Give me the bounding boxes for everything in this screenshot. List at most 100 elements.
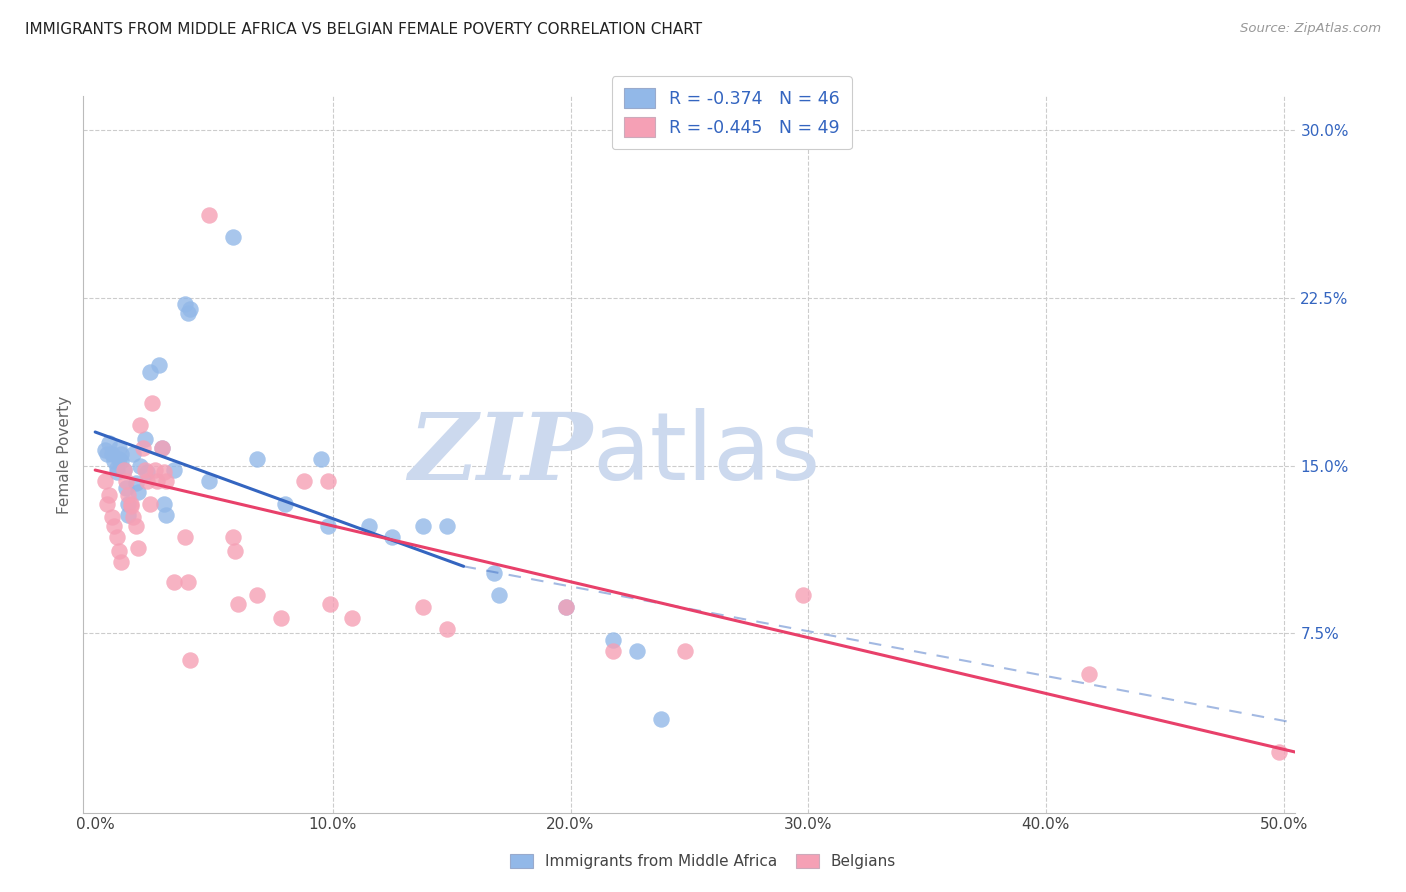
Point bbox=[136, 475, 159, 489]
Point bbox=[115, 481, 138, 495]
Point bbox=[602, 644, 624, 658]
Legend: Immigrants from Middle Africa, Belgians: Immigrants from Middle Africa, Belgians bbox=[503, 848, 903, 875]
Point bbox=[270, 611, 292, 625]
Legend: R = -0.374   N = 46, R = -0.445   N = 49: R = -0.374 N = 46, R = -0.445 N = 49 bbox=[612, 76, 852, 149]
Point bbox=[319, 598, 342, 612]
Point bbox=[162, 574, 184, 589]
Point bbox=[141, 396, 163, 410]
Point bbox=[110, 454, 132, 468]
Point bbox=[103, 454, 125, 468]
Point bbox=[222, 230, 245, 244]
Point bbox=[436, 622, 458, 636]
Point bbox=[98, 488, 121, 502]
Point bbox=[316, 519, 339, 533]
Point bbox=[110, 555, 132, 569]
Point bbox=[153, 465, 176, 479]
Point bbox=[124, 519, 146, 533]
Point bbox=[117, 488, 139, 502]
Point bbox=[412, 519, 434, 533]
Point bbox=[155, 508, 177, 522]
Point bbox=[412, 599, 434, 614]
Point bbox=[179, 653, 201, 667]
Point bbox=[488, 588, 510, 602]
Point bbox=[554, 599, 576, 614]
Point bbox=[108, 441, 131, 455]
Point bbox=[139, 365, 162, 379]
Point bbox=[105, 465, 128, 479]
Point bbox=[673, 644, 696, 658]
Point bbox=[136, 465, 159, 479]
Point bbox=[309, 451, 332, 466]
Point bbox=[120, 497, 142, 511]
Point bbox=[96, 497, 118, 511]
Point bbox=[162, 463, 184, 477]
Y-axis label: Female Poverty: Female Poverty bbox=[58, 395, 72, 514]
Point bbox=[381, 530, 404, 544]
Text: atlas: atlas bbox=[592, 409, 821, 500]
Point bbox=[174, 297, 197, 311]
Point bbox=[98, 436, 121, 450]
Point bbox=[105, 460, 128, 475]
Point bbox=[292, 475, 315, 489]
Point bbox=[122, 510, 145, 524]
Point bbox=[101, 510, 124, 524]
Text: Source: ZipAtlas.com: Source: ZipAtlas.com bbox=[1240, 22, 1381, 36]
Point bbox=[117, 508, 139, 522]
Point bbox=[246, 451, 269, 466]
Point bbox=[246, 588, 269, 602]
Point bbox=[224, 543, 246, 558]
Point bbox=[127, 485, 149, 500]
Point bbox=[117, 497, 139, 511]
Point bbox=[108, 451, 131, 466]
Point bbox=[132, 441, 155, 455]
Point bbox=[484, 566, 506, 580]
Point bbox=[93, 475, 115, 489]
Point bbox=[129, 418, 152, 433]
Point bbox=[108, 543, 131, 558]
Point bbox=[150, 441, 173, 455]
Point bbox=[148, 358, 170, 372]
Point bbox=[357, 519, 380, 533]
Point bbox=[115, 475, 138, 489]
Point bbox=[1268, 745, 1291, 759]
Point bbox=[316, 475, 339, 489]
Point bbox=[120, 499, 142, 513]
Point bbox=[436, 519, 458, 533]
Point bbox=[124, 476, 146, 491]
Point bbox=[177, 574, 200, 589]
Point bbox=[226, 598, 249, 612]
Point bbox=[112, 463, 135, 477]
Point bbox=[122, 447, 145, 461]
Point bbox=[110, 447, 132, 461]
Point bbox=[139, 497, 162, 511]
Point bbox=[143, 463, 166, 477]
Point bbox=[146, 475, 169, 489]
Point bbox=[222, 530, 245, 544]
Point bbox=[198, 475, 221, 489]
Text: IMMIGRANTS FROM MIDDLE AFRICA VS BELGIAN FEMALE POVERTY CORRELATION CHART: IMMIGRANTS FROM MIDDLE AFRICA VS BELGIAN… bbox=[25, 22, 703, 37]
Point bbox=[340, 611, 363, 625]
Point bbox=[602, 633, 624, 648]
Point bbox=[96, 447, 118, 461]
Point bbox=[134, 463, 156, 477]
Point bbox=[274, 497, 297, 511]
Point bbox=[554, 599, 576, 614]
Point bbox=[153, 497, 176, 511]
Point bbox=[127, 541, 149, 556]
Point bbox=[174, 530, 197, 544]
Point bbox=[792, 588, 814, 602]
Point bbox=[155, 475, 177, 489]
Point bbox=[134, 432, 156, 446]
Point bbox=[129, 458, 152, 473]
Point bbox=[1077, 666, 1099, 681]
Point bbox=[103, 519, 125, 533]
Point bbox=[650, 712, 672, 726]
Point bbox=[179, 301, 201, 316]
Point bbox=[198, 208, 221, 222]
Point bbox=[177, 306, 200, 320]
Point bbox=[93, 442, 115, 457]
Point bbox=[626, 644, 648, 658]
Point bbox=[101, 447, 124, 461]
Point bbox=[150, 441, 173, 455]
Point bbox=[112, 463, 135, 477]
